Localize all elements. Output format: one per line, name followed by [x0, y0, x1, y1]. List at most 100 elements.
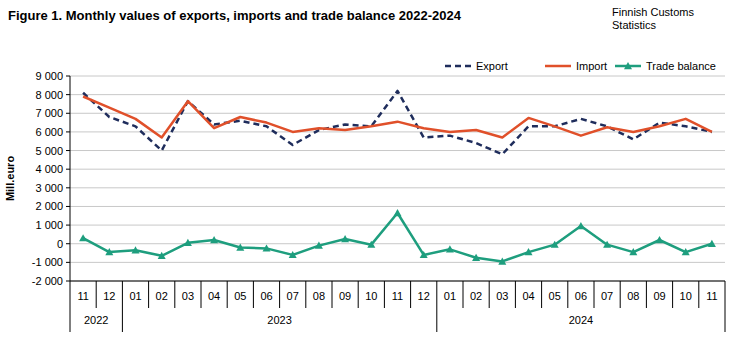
x-tick-label: 04	[522, 290, 534, 302]
legend-swatch	[545, 65, 571, 68]
group-label: 2024	[569, 314, 593, 326]
y-tick	[66, 281, 70, 282]
grid-line	[70, 225, 725, 226]
y-tick-label: 9 000	[35, 70, 63, 82]
legend-swatch	[445, 65, 471, 68]
x-tick-label: 07	[287, 290, 299, 302]
x-tick	[672, 281, 673, 308]
marker	[367, 241, 375, 248]
y-tick-label: -2 000	[32, 275, 63, 287]
grid-line	[70, 187, 725, 188]
x-tick	[567, 281, 568, 308]
marker	[577, 222, 585, 229]
x-tick	[698, 281, 699, 308]
marker	[708, 240, 716, 247]
marker	[629, 248, 637, 255]
x-tick-label: 10	[365, 290, 377, 302]
y-tick-label: 5 000	[35, 145, 63, 157]
marker	[420, 251, 428, 258]
x-tick	[96, 281, 97, 308]
x-tick-label: 08	[313, 290, 325, 302]
x-tick	[227, 281, 228, 308]
y-tick	[66, 94, 70, 95]
y-tick-label: 6 000	[35, 126, 63, 138]
y-axis	[70, 76, 71, 281]
x-tick	[148, 281, 149, 308]
x-tick-label: 01	[129, 290, 141, 302]
x-tick-label: 03	[182, 290, 194, 302]
y-tick	[66, 225, 70, 226]
x-tick-label: 06	[260, 290, 272, 302]
y-tick	[66, 206, 70, 207]
y-tick	[66, 169, 70, 170]
marker	[682, 248, 690, 255]
x-tick	[725, 281, 726, 332]
marker	[79, 234, 87, 241]
y-tick	[66, 131, 70, 132]
marker	[656, 236, 664, 243]
x-tick-label: 10	[680, 290, 692, 302]
grid-line	[70, 243, 725, 244]
x-tick	[358, 281, 359, 308]
x-tick	[384, 281, 385, 308]
x-tick-label: 12	[418, 290, 430, 302]
x-axis	[70, 281, 725, 282]
y-tick-label: 8 000	[35, 89, 63, 101]
y-tick	[66, 243, 70, 244]
title: Figure 1. Monthly values of exports, imp…	[8, 8, 462, 23]
marker	[472, 254, 480, 261]
x-tick-label: 08	[627, 290, 639, 302]
series-line	[83, 97, 712, 138]
marker	[603, 241, 611, 248]
marker	[105, 248, 113, 255]
x-tick-label: 03	[496, 290, 508, 302]
marker	[236, 243, 244, 250]
grid-line	[70, 169, 725, 170]
marker	[263, 244, 271, 251]
x-tick-label: 09	[339, 290, 351, 302]
x-tick	[305, 281, 306, 308]
x-tick	[201, 281, 202, 308]
x-tick-label: 12	[103, 290, 115, 302]
y-tick-label: 7 000	[35, 107, 63, 119]
x-tick	[620, 281, 621, 308]
marker	[158, 252, 166, 259]
series-line	[83, 213, 712, 261]
y-tick	[66, 150, 70, 151]
chart: Figure 1. Monthly values of exports, imp…	[0, 0, 756, 340]
x-tick-label: 06	[575, 290, 587, 302]
series-line	[83, 91, 712, 154]
group-label: 2023	[267, 314, 291, 326]
y-tick	[66, 113, 70, 114]
x-tick	[122, 281, 123, 332]
x-tick	[279, 281, 280, 308]
group-label: 2022	[84, 314, 108, 326]
x-tick-label: 11	[706, 290, 717, 302]
marker	[132, 246, 140, 253]
source: Statistics	[612, 19, 657, 31]
marker	[341, 235, 349, 242]
y-tick-label: 0	[57, 238, 63, 250]
marker	[525, 248, 533, 255]
legend-marker	[624, 62, 632, 69]
marker	[498, 257, 506, 264]
x-tick	[646, 281, 647, 308]
grid-line	[70, 150, 725, 151]
marker	[394, 209, 402, 216]
x-tick	[410, 281, 411, 308]
source: Finnish Customs	[612, 6, 694, 18]
grid-line	[70, 262, 725, 263]
x-tick-label: 02	[470, 290, 482, 302]
y-tick-label: -1 000	[32, 256, 63, 268]
y-tick-label: 2 000	[35, 200, 63, 212]
legend-label: Export	[476, 60, 508, 72]
y-tick	[66, 76, 70, 77]
marker	[210, 236, 218, 243]
x-tick-label: 11	[77, 290, 88, 302]
x-tick-label: 11	[392, 290, 403, 302]
plot-area	[79, 91, 716, 265]
x-tick-label: 01	[444, 290, 456, 302]
grid-line	[70, 94, 725, 95]
x-tick	[594, 281, 595, 308]
marker	[315, 242, 323, 249]
